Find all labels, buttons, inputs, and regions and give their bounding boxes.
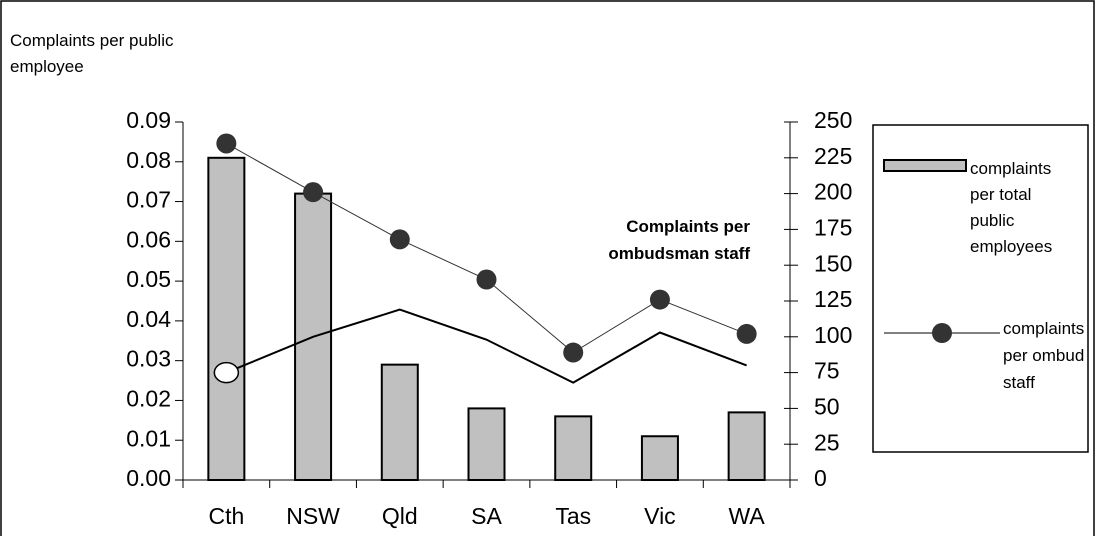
point [736, 323, 757, 344]
line [225, 308, 747, 384]
x-tick-label: Vic [644, 503, 676, 529]
x-tick-label: Cth [208, 503, 244, 529]
annotation: Complaints per ombudsman staff [608, 217, 750, 263]
y-axis-label: Complaints per public employee [10, 31, 174, 76]
y-tick-label: 0.06 [126, 226, 171, 252]
legend-marker [932, 323, 952, 343]
y2-tick-label: 175 [814, 214, 852, 240]
legend-label: complaints per total public employees [970, 159, 1052, 256]
y2-tick-label: 150 [814, 250, 852, 276]
x-tick-label: Tas [555, 503, 591, 529]
y2-tick-label: 50 [814, 393, 840, 419]
y2-tick-label: 250 [814, 107, 852, 133]
y-tick-label: 0.07 [126, 187, 171, 213]
y-tick-label: 0.05 [126, 266, 171, 292]
y2-tick-label: 25 [814, 429, 840, 455]
point [476, 269, 497, 290]
bar [467, 407, 506, 481]
y-tick-label: 0.03 [126, 346, 171, 372]
start-point [213, 361, 240, 384]
point [563, 342, 584, 363]
y-tick-label: 0.00 [126, 465, 171, 491]
legend-box [872, 124, 1089, 453]
y-tick-label: 0.02 [126, 386, 171, 412]
bar [727, 411, 766, 481]
y2-tick-label: 75 [814, 358, 840, 384]
bar [207, 156, 246, 482]
y2-tick-label: 100 [814, 322, 852, 348]
y2-tick-label: 125 [814, 286, 852, 312]
legend-swatch [883, 159, 967, 172]
point [303, 182, 324, 203]
point [216, 133, 237, 154]
bar [380, 363, 419, 481]
x-tick-label: SA [471, 503, 502, 529]
bar [554, 415, 593, 482]
x-tick-label: NSW [286, 503, 340, 529]
y-tick-label: 0.01 [126, 425, 171, 451]
legend-label: complaints per ombud staff [1003, 319, 1084, 392]
y2-tick-label: 200 [814, 179, 852, 205]
x-tick-label: Qld [382, 503, 418, 529]
y2-tick-label: 225 [814, 143, 852, 169]
bar [640, 435, 679, 481]
x-tick-label: WA [729, 503, 766, 529]
point [649, 289, 670, 310]
y-tick-label: 0.08 [126, 147, 171, 173]
y2-tick-label: 0 [814, 465, 827, 491]
point [389, 229, 410, 250]
y-tick-label: 0.04 [126, 306, 171, 332]
y-tick-label: 0.09 [126, 107, 171, 133]
